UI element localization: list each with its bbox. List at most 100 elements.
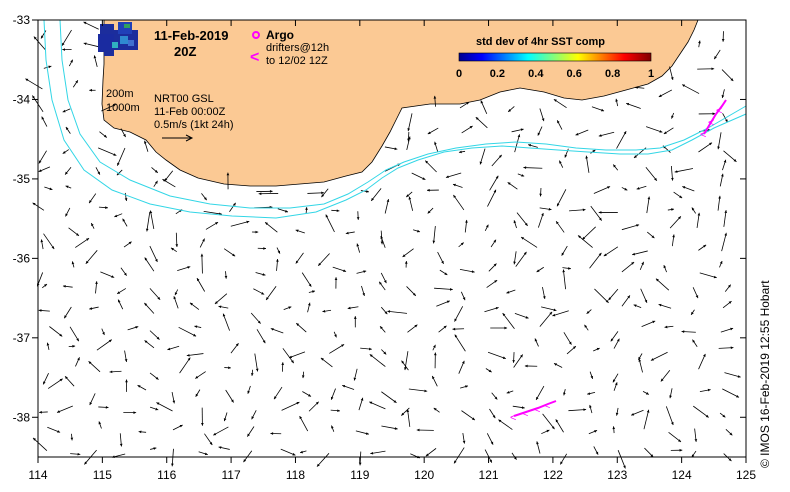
credit-label: © IMOS 16-Feb-2019 12:55 Hobart xyxy=(758,280,772,468)
current-arrow xyxy=(427,127,439,135)
current-arrow xyxy=(553,98,567,109)
current-arrow xyxy=(541,306,557,312)
current-arrow xyxy=(123,411,137,414)
current-arrow xyxy=(660,370,671,382)
current-arrow xyxy=(691,207,697,214)
colorbar-tick-label: 1 xyxy=(648,68,654,80)
colorbar-tick-label: 0.8 xyxy=(605,68,620,80)
current-arrow xyxy=(536,266,544,273)
current-arrow xyxy=(122,218,128,227)
current-arrow xyxy=(640,288,648,303)
svg-text:<: < xyxy=(534,404,540,416)
current-arrow xyxy=(566,345,577,355)
current-arrow xyxy=(439,269,448,276)
current-arrow xyxy=(486,279,498,288)
current-arrow xyxy=(226,172,230,190)
svg-text:<: < xyxy=(522,408,528,420)
current-arrow xyxy=(213,426,229,436)
current-arrow xyxy=(42,283,48,289)
current-arrow xyxy=(401,360,409,371)
current-arrow xyxy=(645,167,658,182)
current-arrow xyxy=(40,30,47,39)
current-arrow xyxy=(681,84,700,94)
current-arrow xyxy=(114,213,123,218)
isobath-1000m xyxy=(59,19,747,209)
current-arrow xyxy=(124,350,128,362)
y-tick-label: -33 xyxy=(13,13,31,27)
current-arrow xyxy=(663,127,674,135)
current-arrow xyxy=(89,306,99,310)
current-arrow xyxy=(93,55,98,67)
current-arrow xyxy=(569,208,586,212)
current-arrow xyxy=(542,286,546,300)
current-arrow xyxy=(723,210,728,227)
current-arrow xyxy=(149,330,160,340)
current-arrow xyxy=(89,393,96,406)
current-arrow xyxy=(655,278,670,291)
current-arrow xyxy=(491,392,498,400)
current-arrow xyxy=(669,216,682,229)
current-arrow xyxy=(85,250,98,264)
current-arrow xyxy=(507,182,518,190)
current-arrow xyxy=(650,351,668,361)
current-arrow xyxy=(562,269,566,290)
current-arrow xyxy=(556,189,567,207)
svg-text:<: < xyxy=(544,400,550,412)
x-tick-label: 115 xyxy=(93,468,112,482)
current-arrow xyxy=(506,289,516,294)
current-arrow xyxy=(164,170,174,182)
current-arrow xyxy=(380,272,387,284)
current-arrow xyxy=(222,313,230,331)
current-arrow xyxy=(281,401,300,411)
current-arrow xyxy=(721,31,725,42)
current-arrow xyxy=(356,270,367,274)
current-arrow xyxy=(719,173,724,187)
current-arrow xyxy=(458,150,466,154)
current-arrow xyxy=(264,221,278,233)
current-arrow xyxy=(384,199,390,214)
current-arrow xyxy=(721,232,727,252)
current-arrow xyxy=(646,196,651,214)
current-arrow xyxy=(464,219,468,233)
current-arrow xyxy=(277,208,289,213)
current-arrow xyxy=(42,373,49,385)
current-arrow xyxy=(408,388,428,393)
isobath-200-label: 200m xyxy=(106,88,134,100)
current-arrow xyxy=(321,188,329,198)
current-arrow xyxy=(632,250,648,256)
drifters-label: drifters@12h xyxy=(266,42,329,54)
current-arrow xyxy=(539,311,553,327)
colorbar xyxy=(458,52,652,62)
current-arrow xyxy=(593,446,599,455)
current-arrow xyxy=(452,183,463,188)
current-arrow xyxy=(562,267,571,270)
current-arrow xyxy=(43,65,52,69)
current-arrow xyxy=(725,429,733,436)
current-arrow xyxy=(460,385,469,389)
current-arrow xyxy=(302,391,312,397)
current-arrow xyxy=(487,351,506,359)
current-arrow xyxy=(196,277,206,292)
current-arrow xyxy=(523,166,543,170)
current-arrow xyxy=(589,404,593,414)
current-arrow xyxy=(381,349,387,355)
current-arrow xyxy=(282,348,295,364)
current-arrow xyxy=(724,284,732,292)
current-arrow xyxy=(145,211,151,232)
x-tick-label: 119 xyxy=(350,468,369,482)
current-arrow xyxy=(283,306,292,310)
current-arrow xyxy=(613,382,618,391)
current-arrow xyxy=(38,150,47,164)
current-arrow xyxy=(62,284,73,288)
current-arrow xyxy=(693,405,709,418)
current-arrow xyxy=(156,402,173,412)
current-arrow xyxy=(696,212,701,228)
current-arrow xyxy=(453,194,465,211)
current-arrow xyxy=(719,412,726,418)
current-arrow xyxy=(506,390,514,394)
current-arrow xyxy=(72,80,79,88)
current-arrow xyxy=(724,372,741,378)
current-arrow xyxy=(458,360,465,374)
current-arrow xyxy=(149,210,155,230)
